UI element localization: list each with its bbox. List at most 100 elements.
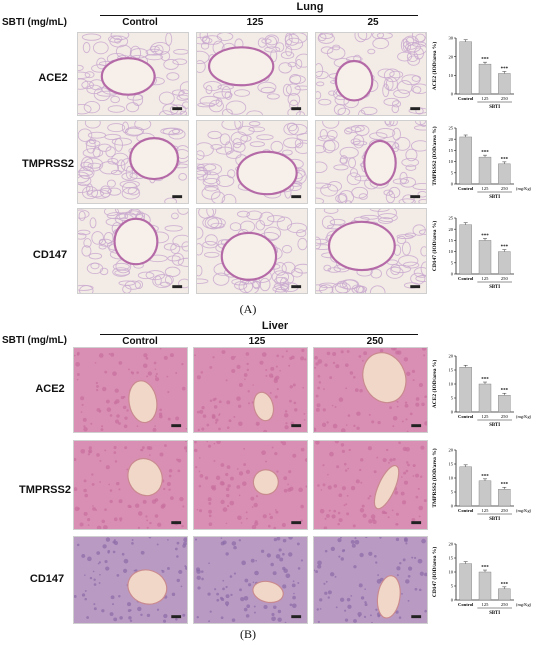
chart-category-label: 125 [482,186,490,191]
chart-y-tick-label: 25 [449,126,454,131]
lung-row-ace2: ACE2 [38,72,68,84]
tissue-texture [314,441,427,529]
liver-title-underline [100,334,418,335]
chart-group-label: SBTI [489,195,500,200]
tissue-texture [78,209,188,293]
chart-y-tick-label: 0 [451,598,454,603]
chart-y-tick-label: 5 [451,396,454,401]
lung-cd147-control-micrograph [77,208,189,294]
tissue-texture [316,121,426,203]
chart-category-label: Control [458,96,474,101]
lung-col-125: 125 [246,17,264,28]
lung-tmprss2-25-micrograph [315,120,427,204]
lung-row-cd147: CD147 [32,249,68,261]
chart-unit-label: (mg/Kg) [516,414,532,419]
chart-y-tick-label: 20 [449,137,454,142]
chart-category-label: 125 [482,96,490,101]
chart-y-tick-label: 10 [449,159,454,164]
lung-col-control: Control [122,17,158,28]
chart-significance: *** [501,389,509,394]
tissue-texture [197,209,307,293]
chart-category-label: 250 [501,508,509,513]
tissue-texture [194,348,307,432]
lung-col-25: 25 [367,17,379,28]
chart-bar-2 [498,588,511,601]
liver-ace2-125-micrograph [193,347,308,433]
chart-y-tick-label: 10 [449,382,454,387]
liver-row-cd147: CD147 [29,573,65,585]
chart-category-label: Control [458,414,474,419]
liver-col-control: Control [122,336,158,347]
chart-bar-2 [498,489,511,507]
tissue-texture [194,537,307,623]
chart-unit-label: (mg/Kg) [516,186,532,191]
chart-category-label: 250 [501,186,509,191]
chart-bar-2 [498,251,511,275]
chart-significance: *** [481,474,489,479]
chart-significance: *** [501,483,509,488]
lung-sbti-label: SBTI (mg/mL) [2,17,67,28]
chart-group-label: SBTI [489,611,500,616]
liver-ace2-control-micrograph [73,347,188,433]
chart-significance: *** [481,234,489,239]
chart-significance: *** [481,58,489,63]
chart-bar-0 [459,367,472,413]
lung-ace2-chart: ACE2 (IOD/area %) 0 10 20 30 Control *** 125 ***… [430,32,548,120]
chart-group-label: SBTI [489,517,500,522]
liver-ace2-250-micrograph [313,347,428,433]
liver-row-ace2: ACE2 [35,383,65,395]
chart-bar-0 [459,41,472,95]
liver-tmprss2-250-micrograph [313,440,428,530]
chart-significance: *** [501,67,509,72]
lung-cd147-25-micrograph [315,208,427,294]
panel-label-a: (A) [239,302,257,316]
liver-tmprss2-control-micrograph [73,440,188,530]
liver-ace2-chart: ACE2 (IOD/area %) 0 5 10 15 20 Control *** 125 **… [430,350,548,438]
chart-significance: *** [481,378,489,383]
lung-title-underline [100,15,418,16]
chart-ylabel: ACE2 (IOD/area %) [431,360,438,409]
lung-ace2-25-micrograph [315,32,427,116]
chart-unit-label: (mg/Kg) [516,602,532,607]
chart-ylabel: TMPRSS2 (IOD/area %) [431,448,438,507]
chart-bar-1 [478,571,492,601]
chart-y-tick-label: 0 [451,504,454,509]
liver-cd147-250-micrograph [313,536,428,624]
chart-significance: *** [501,582,509,587]
chart-y-tick-label: 30 [449,36,454,41]
chart-y-tick-label: 15 [449,238,454,243]
lung-ace2-125-micrograph [196,32,308,116]
chart-category-label: 250 [501,414,509,419]
chart-y-tick-label: 15 [449,556,454,561]
chart-category-label: 250 [501,276,509,281]
chart-y-tick-label: 10 [449,476,454,481]
lung-row-tmprss2: TMPRSS2 [22,158,74,170]
tissue-texture [78,33,188,115]
lung-tmprss2-125-micrograph [196,120,308,204]
liver-cd147-125-micrograph [193,536,308,624]
chart-group-label: SBTI [489,423,500,428]
chart-bar-1 [478,480,492,507]
chart-y-tick-label: 5 [451,490,454,495]
chart-bar-1 [478,383,492,413]
tissue-texture [74,348,187,432]
chart-ylabel: CD147 (IOD/area %) [431,221,438,271]
chart-bar-1 [478,240,492,275]
chart-category-label: Control [458,276,474,281]
tissue-texture [316,209,426,293]
chart-category-label: 125 [482,414,490,419]
chart-y-tick-label: 10 [449,73,454,78]
liver-tmprss2-chart: TMPRSS2 (IOD/area %) 0 5 10 15 20 Control *** 12… [430,444,548,532]
tissue-texture [314,348,427,432]
chart-ylabel: ACE2 (IOD/area %) [431,42,438,91]
chart-bar-0 [459,563,472,601]
chart-y-tick-label: 0 [451,272,454,277]
chart-y-tick-label: 10 [449,249,454,254]
chart-significance: *** [501,245,509,250]
tissue-texture [314,537,427,623]
chart-category-label: Control [458,602,474,607]
tissue-texture [197,121,307,203]
chart-category-label: Control [458,508,474,513]
chart-y-tick-label: 5 [451,260,454,265]
liver-tmprss2-125-micrograph [193,440,308,530]
